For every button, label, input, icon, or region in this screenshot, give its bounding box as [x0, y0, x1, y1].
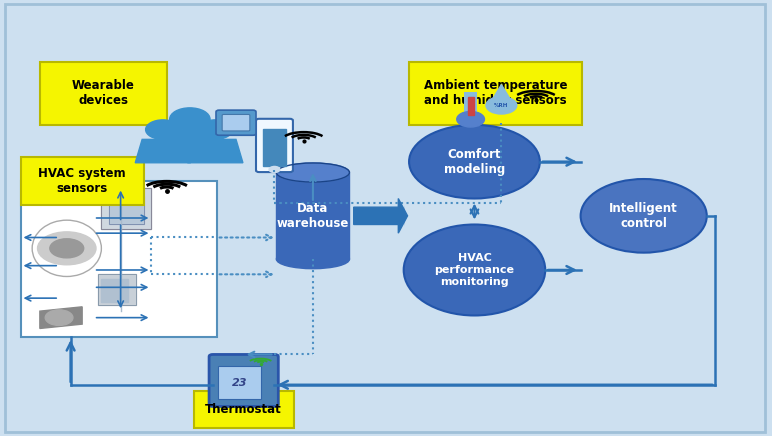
- FancyBboxPatch shape: [21, 181, 217, 337]
- Circle shape: [170, 108, 210, 131]
- Polygon shape: [157, 131, 222, 158]
- FancyBboxPatch shape: [222, 115, 250, 131]
- Polygon shape: [188, 140, 243, 163]
- Circle shape: [50, 239, 83, 258]
- Circle shape: [269, 167, 279, 173]
- Bar: [101, 279, 128, 303]
- Bar: [263, 129, 286, 166]
- Text: Data
warehouse: Data warehouse: [276, 202, 349, 230]
- Circle shape: [38, 232, 96, 265]
- Circle shape: [46, 310, 73, 325]
- Text: Thermostat: Thermostat: [205, 403, 282, 416]
- FancyBboxPatch shape: [5, 4, 765, 433]
- Circle shape: [457, 112, 485, 127]
- Ellipse shape: [404, 225, 545, 316]
- FancyBboxPatch shape: [21, 157, 144, 205]
- FancyBboxPatch shape: [40, 62, 167, 125]
- Text: %RH: %RH: [494, 103, 509, 108]
- Text: HVAC system
sensors: HVAC system sensors: [39, 167, 126, 195]
- Ellipse shape: [276, 250, 350, 269]
- Polygon shape: [40, 307, 82, 328]
- Ellipse shape: [581, 179, 706, 252]
- Bar: [109, 196, 144, 225]
- Circle shape: [198, 120, 232, 140]
- Polygon shape: [354, 198, 408, 233]
- FancyBboxPatch shape: [209, 354, 279, 406]
- Bar: [468, 97, 474, 115]
- Polygon shape: [135, 140, 191, 163]
- Bar: [97, 274, 136, 305]
- Bar: [97, 274, 136, 305]
- FancyBboxPatch shape: [194, 391, 293, 428]
- Text: HVAC
performance
monitoring: HVAC performance monitoring: [435, 253, 514, 286]
- Text: Comfort
modeling: Comfort modeling: [444, 148, 505, 176]
- Ellipse shape: [409, 125, 540, 198]
- Text: 23: 23: [232, 378, 248, 388]
- Polygon shape: [488, 85, 515, 108]
- Text: Intelligent
control: Intelligent control: [609, 202, 678, 230]
- Bar: [101, 187, 151, 229]
- Circle shape: [486, 97, 516, 114]
- Bar: [465, 92, 477, 116]
- Text: Wearable
devices: Wearable devices: [72, 79, 135, 107]
- FancyBboxPatch shape: [409, 62, 582, 125]
- Circle shape: [146, 120, 180, 140]
- Bar: [276, 173, 350, 259]
- Bar: [109, 196, 144, 225]
- Text: Ambient temperature
and humidity sensors: Ambient temperature and humidity sensors: [424, 79, 567, 107]
- Ellipse shape: [276, 163, 350, 182]
- FancyBboxPatch shape: [256, 119, 293, 172]
- FancyBboxPatch shape: [218, 366, 261, 399]
- Bar: [101, 187, 151, 229]
- FancyBboxPatch shape: [216, 110, 256, 135]
